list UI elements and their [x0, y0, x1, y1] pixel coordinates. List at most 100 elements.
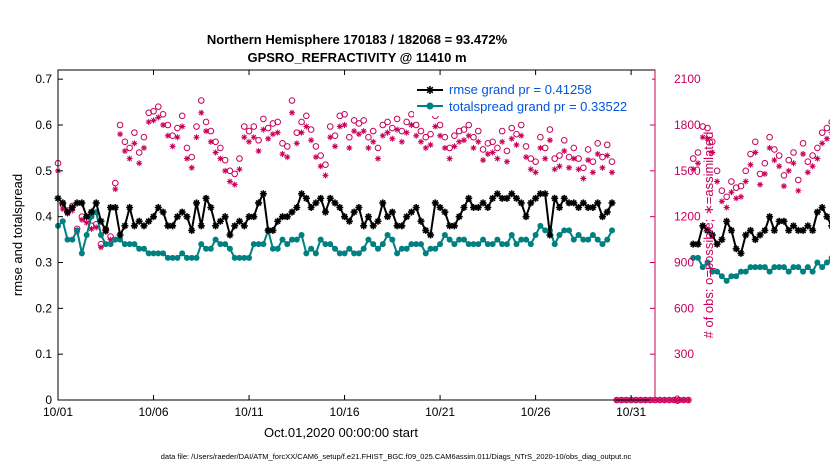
totalspread-point — [293, 236, 300, 243]
obs-possible-point — [532, 158, 539, 165]
totalspread-point — [761, 264, 768, 271]
totalspread-point — [489, 241, 496, 248]
totalspread-point — [169, 254, 176, 261]
totalspread-point — [494, 236, 501, 243]
obs-assimilated-point — [422, 144, 429, 151]
rmse-point — [379, 199, 387, 207]
obs-possible-point — [360, 117, 367, 124]
rmse-point — [790, 222, 797, 230]
legend-rmse-star — [426, 86, 434, 94]
totalspread-point — [126, 241, 133, 248]
rmse-point — [603, 208, 611, 216]
obs-possible-point — [212, 138, 219, 146]
obs-assimilated-point — [699, 134, 706, 141]
obs-possible-point — [207, 127, 215, 135]
totalspread-point — [193, 254, 200, 261]
totalspread-point — [556, 232, 563, 238]
obs-possible-point — [312, 143, 320, 150]
rmse-point — [240, 222, 248, 230]
rmse-point — [231, 222, 239, 230]
obs-possible-point — [570, 144, 578, 152]
rmse-point — [250, 213, 258, 221]
obs-possible-point — [766, 133, 773, 141]
rmse-point — [575, 204, 583, 211]
rmse-point — [154, 204, 162, 211]
totalspread-point — [451, 241, 458, 248]
obs-possible-point — [140, 133, 148, 141]
totalspread-point — [757, 264, 764, 271]
obs-assimilated-point — [785, 167, 792, 174]
totalspread-point — [499, 241, 506, 248]
totalspread-point — [155, 250, 162, 257]
totalspread-point — [737, 268, 744, 275]
totalspread-point — [403, 245, 410, 252]
rmse-point — [169, 222, 177, 230]
totalspread-point — [465, 241, 472, 248]
totalspread-point — [341, 250, 348, 257]
totalspread-point — [561, 227, 568, 234]
totalspread-point — [432, 245, 439, 252]
obs-assimilated-point — [532, 169, 539, 176]
totalspread-point — [308, 245, 315, 252]
totalspread-point — [790, 264, 797, 271]
rmse-point — [207, 204, 215, 211]
obs-possible-point — [828, 119, 830, 125]
totalspread-point — [183, 254, 190, 261]
totalspread-point — [446, 236, 453, 243]
obs-possible-point — [260, 115, 267, 123]
obs-possible-point — [599, 153, 606, 161]
totalspread-point — [241, 254, 248, 261]
obs-possible-point — [188, 153, 196, 161]
rmse-point — [73, 199, 81, 207]
totalspread-point — [289, 236, 296, 243]
totalspread-point — [355, 250, 362, 257]
totalspread-point — [212, 236, 219, 243]
obs-assimilated-point — [121, 147, 128, 154]
obs-assimilated-point — [494, 155, 501, 162]
obs-assimilated-point — [303, 123, 310, 130]
totalspread-point — [460, 236, 467, 243]
obs-assimilated-point — [694, 160, 701, 167]
obs-assimilated-point — [222, 167, 229, 174]
obs-possible-point — [441, 133, 449, 141]
x-axis-label: Oct.01,2020 00:00:00 start — [264, 425, 418, 440]
obs-assimilated-point — [446, 155, 453, 162]
rmse-point — [293, 204, 301, 211]
obs-assimilated-point — [752, 149, 759, 156]
rmse-point — [212, 222, 220, 230]
obs-possible-point — [107, 233, 114, 240]
rmse-point — [374, 217, 382, 225]
rmse-point — [508, 190, 516, 198]
obs-possible-point — [460, 126, 468, 133]
rmse-point — [565, 199, 573, 207]
rmse-point — [164, 222, 172, 230]
obs-assimilated-point — [255, 147, 262, 154]
totalspread-point — [274, 245, 281, 252]
obs-assimilated-point — [150, 117, 157, 124]
obs-assimilated-point — [164, 132, 171, 139]
rmse-point — [785, 226, 793, 234]
obs-assimilated-point — [365, 144, 372, 151]
rmse-point — [150, 213, 158, 221]
totalspread-point — [566, 227, 573, 234]
totalspread-series — [55, 209, 830, 284]
obs-assimilated-point — [136, 160, 143, 167]
y-right-tick-label: 2100 — [674, 72, 701, 86]
totalspread-point — [117, 236, 124, 243]
obs-possible-point — [322, 161, 329, 169]
rmse-point — [193, 199, 200, 207]
x-tick-label: 10/21 — [425, 405, 455, 419]
rmse-point — [384, 213, 392, 221]
y-left-tick-label: 0.5 — [35, 164, 52, 178]
obs-possible-point — [303, 112, 310, 120]
obs-possible-point — [288, 97, 296, 104]
y-axis-right-ticks: 0 300 600 900 1200 1500 1800 2100 — [650, 72, 701, 407]
rmse-point — [694, 240, 702, 248]
obs-possible-point — [718, 187, 726, 194]
totalspread-point — [365, 236, 372, 243]
obs-possible-point — [580, 164, 587, 172]
obs-assimilated-point — [771, 157, 778, 164]
obs-assimilated-point — [437, 132, 444, 139]
obs-assimilated-point — [733, 195, 740, 202]
totalspread-point — [332, 245, 339, 252]
